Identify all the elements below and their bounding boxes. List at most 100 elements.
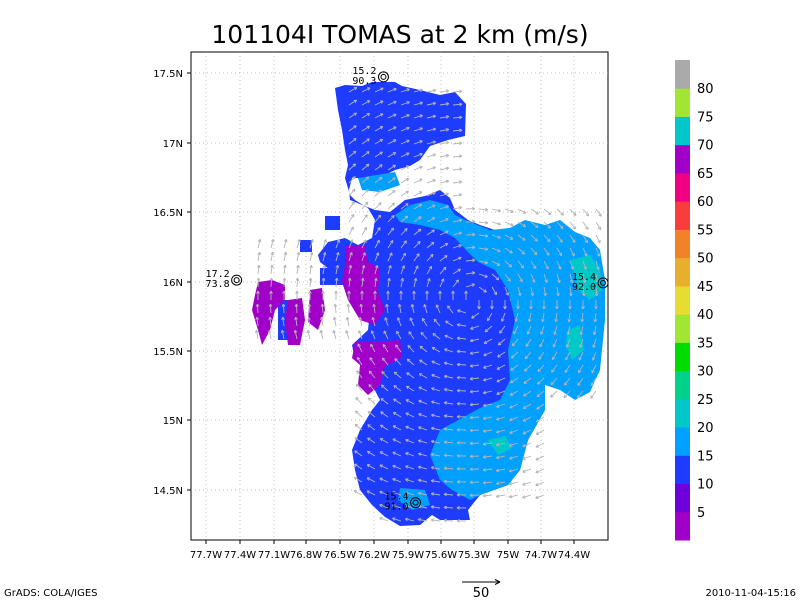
wind-vector-head [365,189,369,193]
wind-vector-head [464,290,468,294]
wind-vector [387,240,394,249]
wind-vector [496,468,506,472]
wind-vector [354,437,363,444]
station-label: 73.8 [206,279,230,290]
wind-vector-head [396,317,401,321]
wind-vector [483,468,493,471]
wind-vector-head [358,330,362,334]
station-ring [410,497,422,509]
wind-vector-head [255,316,260,321]
wind-vector [406,385,415,392]
colorbar-segment [675,342,690,372]
station-label: 15.2 [352,66,376,77]
wind-vector [392,504,402,509]
wind-vector-head [366,477,371,481]
wind-vector-head [495,455,500,460]
wind-vector-head [551,369,555,373]
wind-vector-head [558,252,563,257]
station-ring-inner [600,279,607,286]
wind-vector-head [484,234,489,238]
wind-vector [393,371,402,379]
wind-vector-head [544,279,548,283]
wind-vector-head [563,394,567,399]
wind-vector-head [445,140,450,145]
wind-vector-head [392,425,397,429]
wind-vector-head [567,318,571,323]
wind-vector-head [430,241,435,246]
wind-vector-head [417,240,421,245]
wind-vector [367,450,376,457]
wind-vector-head [496,417,500,421]
wind-vector [396,330,402,340]
wind-vector [405,492,415,496]
wind-vector-head [406,113,410,118]
wind-vector-head [406,139,410,144]
wind-vector [308,303,311,314]
wind-vector-head [419,114,423,118]
wind-vector [582,221,589,230]
wind-vector-head [380,411,384,415]
wind-vector [348,201,355,210]
wind-vector [496,429,506,433]
wind-vector [511,338,519,347]
wind-vector [538,351,545,360]
wind-vector [321,303,324,314]
reference-vector-label: 50 [473,586,490,600]
wind-vector-head [366,138,370,142]
wind-vector-head [485,207,489,212]
y-tick-label: 16.5N [153,208,183,219]
wind-vector-head [523,380,527,384]
wind-vector-head [443,440,448,445]
wind-vector-head [486,317,491,322]
wind-vector-head [418,203,423,208]
wind-vector-head [456,453,460,458]
wind-vector [366,464,376,470]
wind-vector-head [444,334,448,339]
wind-vector [517,273,523,283]
wind-vector-head [522,431,526,435]
wind-vector [405,465,415,470]
wind-vector [357,343,363,353]
wind-vector [257,277,259,288]
wind-vector [380,424,389,431]
wind-vector-head [307,303,312,307]
wind-vector-head [550,381,554,386]
wind-vector-head [483,340,488,344]
wind-vector-head [585,212,590,217]
wind-vector [361,239,367,249]
wind-vector-head [405,425,409,430]
wind-vector [418,400,428,405]
wind-vector [418,479,428,483]
wind-vector [426,266,433,275]
wind-vector [522,494,532,499]
chart-title: 101104I TOMAS at 2 km (m/s) [211,20,588,49]
wind-vector [591,364,597,374]
wind-vector [320,330,324,340]
wind-vector [374,252,379,262]
wind-vector-head [581,292,586,297]
wind-vector [452,244,462,249]
wind-vector-head [471,283,475,287]
station-marker: 15.290.3 [352,66,389,87]
wind-vector [530,234,538,242]
wind-vector-head [379,477,383,481]
wind-vector-head [322,251,327,256]
wind-vector [444,375,454,379]
wind-vector [590,390,597,399]
wind-vector-head [432,114,437,119]
wind-vector-head [368,370,373,375]
colorbar-segment [675,172,690,202]
wind-vector [491,260,501,266]
wind-vector [269,317,272,327]
wind-vector-head [597,239,601,244]
wind-vector [380,398,389,405]
wind-vector-head [405,203,409,207]
wind-vector [569,221,576,230]
wind-vector-head [392,139,397,143]
wind-vector [444,388,454,392]
wind-vector [372,317,376,327]
y-tick-label: 17N [163,139,183,150]
wind-vector-head [430,466,435,470]
wind-vector-head [456,519,460,523]
wind-vector [413,89,423,93]
